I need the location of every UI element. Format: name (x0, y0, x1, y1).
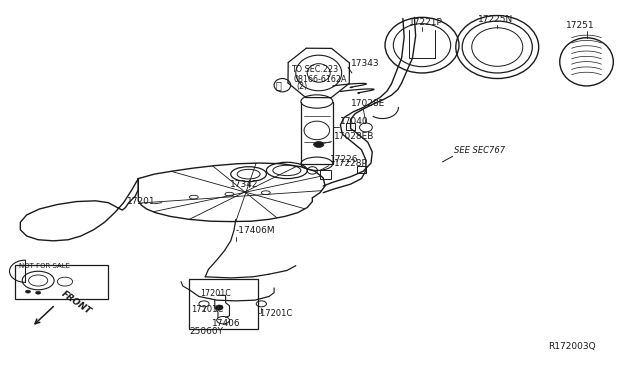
Text: -17201C: -17201C (257, 310, 292, 318)
Bar (356, 166, 366, 173)
Bar (346, 124, 355, 130)
Text: 17040: 17040 (340, 117, 369, 126)
Text: NOT FOR SALE: NOT FOR SALE (19, 263, 70, 269)
Ellipse shape (216, 305, 223, 310)
Text: 25060Y: 25060Y (189, 327, 223, 336)
Text: (2): (2) (296, 82, 308, 91)
Text: 17201C: 17201C (200, 289, 231, 298)
Text: 17228P: 17228P (334, 158, 368, 168)
Text: 17028E: 17028E (351, 99, 385, 108)
Text: SEE SEC767: SEE SEC767 (454, 146, 505, 155)
Bar (189, 279, 258, 329)
Text: 17201C: 17201C (191, 305, 223, 314)
Text: 17225N: 17225N (478, 15, 513, 24)
Text: R172003Q: R172003Q (548, 342, 596, 351)
Text: 17251: 17251 (566, 22, 594, 31)
Text: 17342: 17342 (230, 180, 258, 189)
Text: -17406M: -17406M (236, 227, 275, 235)
Ellipse shape (36, 291, 41, 294)
Bar (320, 170, 332, 179)
Text: Ⓑ: Ⓑ (276, 80, 282, 90)
Bar (15, 264, 108, 299)
Text: 17201: 17201 (127, 197, 156, 206)
Text: 17226: 17226 (330, 155, 358, 164)
Text: 17028EB: 17028EB (334, 132, 374, 141)
Ellipse shape (26, 290, 31, 293)
Text: 17221P: 17221P (409, 18, 443, 27)
Ellipse shape (314, 141, 324, 147)
Text: 17406: 17406 (212, 319, 240, 328)
Text: 17343: 17343 (351, 58, 380, 68)
Text: 08166-6162A: 08166-6162A (293, 75, 347, 84)
Text: FRONT: FRONT (60, 289, 93, 316)
Text: TO SEC.223: TO SEC.223 (291, 65, 339, 74)
